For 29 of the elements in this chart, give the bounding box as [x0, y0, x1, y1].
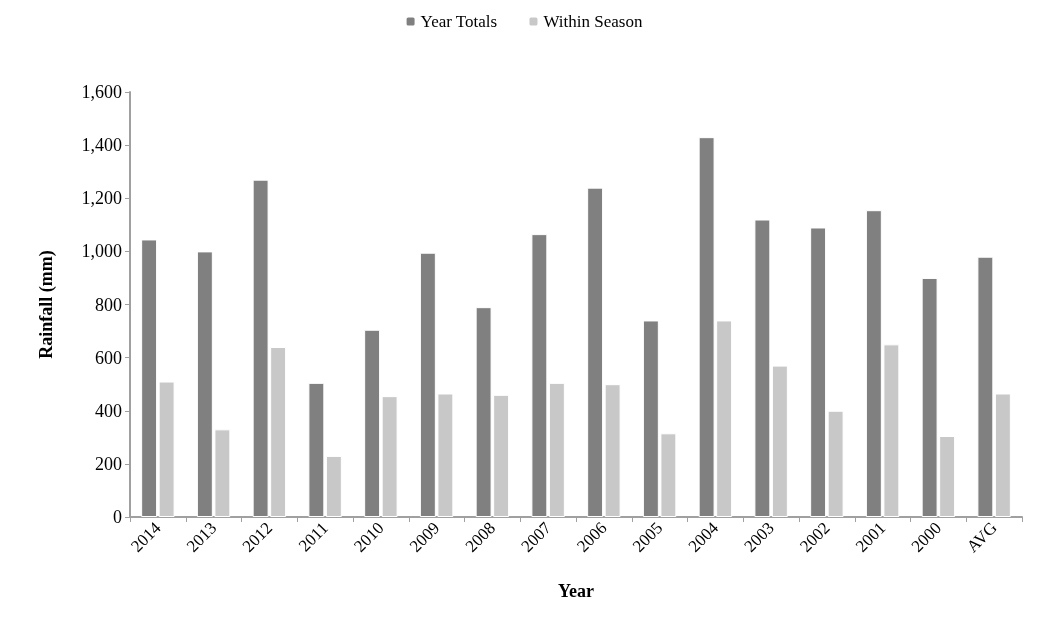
y-tick-label: 0 [113, 507, 122, 527]
bar [827, 410, 844, 517]
y-tick-label: 200 [95, 453, 122, 474]
y-tick-label: 600 [95, 347, 122, 368]
bar [754, 219, 771, 517]
y-tick-label: 1,200 [81, 188, 122, 209]
legend-label: Year Totals [420, 12, 498, 31]
bar [810, 227, 827, 517]
bar [158, 381, 175, 517]
legend-label: Within Season [543, 12, 643, 31]
bar [325, 455, 342, 517]
y-tick-label: 800 [95, 294, 122, 315]
bar [977, 256, 994, 517]
bar [531, 234, 548, 517]
bar [994, 393, 1011, 517]
y-tick-label: 1,000 [81, 241, 122, 262]
x-axis-title: Year [558, 581, 594, 601]
bar [141, 239, 158, 517]
bar [364, 329, 381, 517]
bar [587, 187, 604, 517]
bar [548, 382, 565, 517]
y-tick-label: 1,400 [81, 135, 122, 156]
bar [381, 396, 398, 517]
y-axis-title: Rainfall (mm) [36, 250, 57, 359]
bar [604, 384, 621, 517]
y-tick-label: 400 [95, 400, 122, 421]
bar [308, 382, 325, 517]
bar [771, 365, 788, 517]
y-tick-label: 1,600 [81, 82, 122, 102]
